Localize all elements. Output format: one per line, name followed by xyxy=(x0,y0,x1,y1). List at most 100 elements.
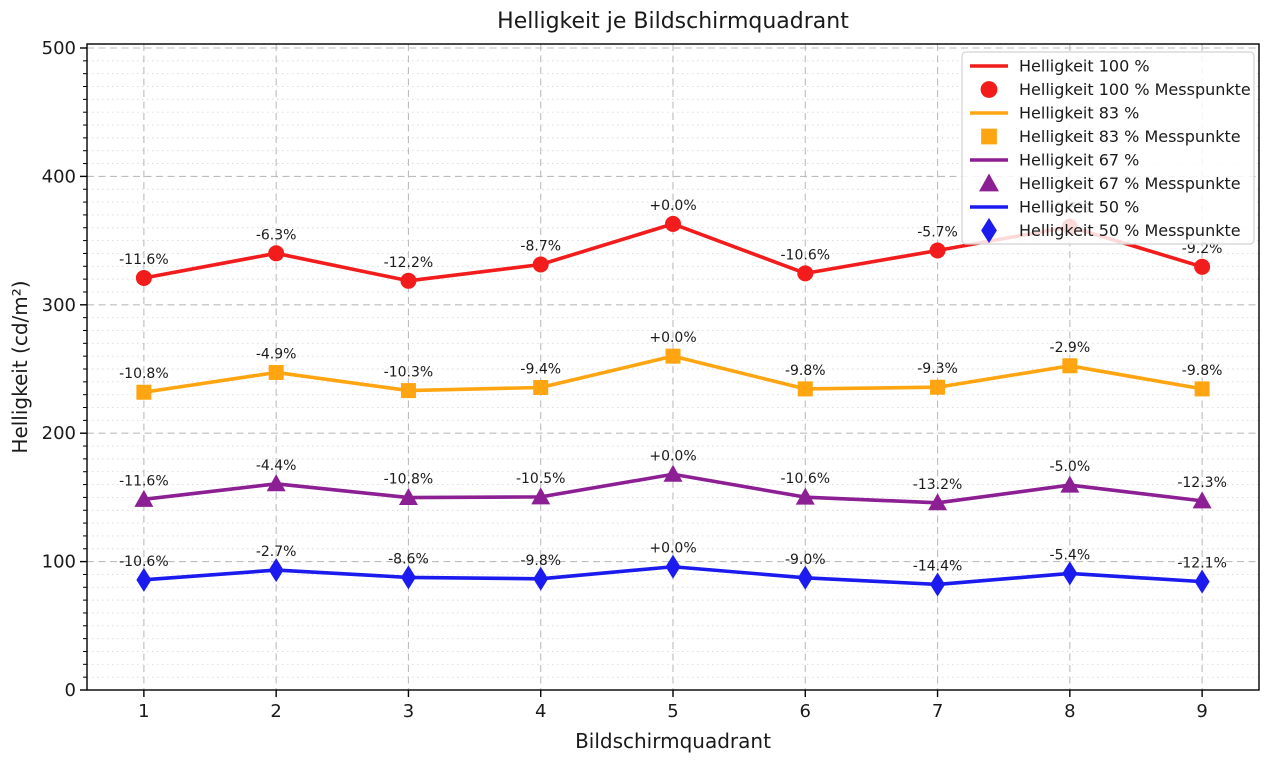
point-value-label: -10.8% xyxy=(384,472,434,488)
point-value-label: -8.6% xyxy=(388,551,429,567)
point-value-label: +0.0% xyxy=(649,330,696,346)
legend-label: Helligkeit 83 % Messpunkte xyxy=(1019,127,1241,146)
legend-label: Helligkeit 67 % Messpunkte xyxy=(1019,174,1241,193)
x-tick-label: 8 xyxy=(1064,701,1075,722)
point-value-label: -5.7% xyxy=(917,224,958,240)
legend-label: Helligkeit 50 % Messpunkte xyxy=(1019,221,1241,240)
data-point-marker xyxy=(136,567,152,592)
point-value-label: -12.1% xyxy=(1177,556,1227,572)
data-point-marker xyxy=(665,348,681,364)
data-point-marker xyxy=(980,81,998,98)
x-tick-label: 1 xyxy=(138,701,149,722)
x-tick-label: 4 xyxy=(535,701,546,722)
legend-label: Helligkeit 50 % xyxy=(1019,198,1139,217)
data-point-marker xyxy=(1192,491,1212,509)
legend-label: Helligkeit 83 % xyxy=(1019,104,1139,123)
x-tick-label: 7 xyxy=(932,701,943,722)
point-value-label: -9.4% xyxy=(520,361,561,377)
data-point-marker xyxy=(979,173,999,192)
series-group-3: -10.6% -2.7% -8.6% -9.8% +0.0% -9.0% -14.4% -5.… xyxy=(119,541,1227,597)
data-point-marker xyxy=(1194,258,1211,275)
point-value-label: -5.4% xyxy=(1050,547,1091,563)
point-value-label: -14.4% xyxy=(913,558,963,574)
series-group-0: -11.6%-6.3%-12.2%-8.7%+0.0%-10.6%-5.7%-0… xyxy=(119,198,1222,289)
y-tick-label: 400 xyxy=(42,166,76,187)
point-value-label: -8.7% xyxy=(520,238,561,254)
data-point-marker xyxy=(1062,358,1078,374)
series-group-2: -11.6% -4.4% -10.8% -10.5% +0.0% -10.6% -13.2%… xyxy=(119,448,1227,511)
data-point-marker xyxy=(665,215,681,232)
data-point-marker xyxy=(797,381,813,397)
legend-label: Helligkeit 100 % Messpunkte xyxy=(1019,80,1251,99)
y-tick-label: 500 xyxy=(42,38,76,59)
x-tick-label: 2 xyxy=(270,701,281,722)
data-point-marker xyxy=(797,565,813,590)
legend-layer: Helligkeit 100 % Helligkeit 100 % Messpun… xyxy=(961,51,1255,245)
point-value-label: -2.7% xyxy=(256,544,297,560)
data-point-marker xyxy=(533,379,549,395)
point-value-label: -9.2% xyxy=(1182,241,1223,257)
grid-layer xyxy=(87,44,1259,690)
point-value-label: -9.8% xyxy=(520,553,561,569)
axes-layer: 0 100 200 300 400 500 1 2 3 4 5 6 7 8 9 xyxy=(42,38,1260,722)
data-point-marker xyxy=(398,488,418,506)
point-value-label: -10.6% xyxy=(781,471,831,487)
point-value-label: +0.0% xyxy=(649,541,696,557)
point-value-label: -10.6% xyxy=(119,554,169,570)
x-axis-title: Bildschirmquadrant xyxy=(575,729,771,753)
data-point-marker xyxy=(268,245,285,262)
data-point-marker xyxy=(1194,381,1210,397)
data-point-marker xyxy=(981,217,997,244)
data-point-marker xyxy=(795,487,815,505)
series-group-1: -10.8% -4.9% -10.3% -9.4% +0.0% -9.8% -9.3% -2.… xyxy=(119,330,1222,400)
point-value-label: +0.0% xyxy=(649,448,696,464)
x-tick-label: 6 xyxy=(800,701,811,722)
point-value-label: -9.8% xyxy=(1182,363,1223,379)
legend-label: Helligkeit 100 % xyxy=(1019,57,1150,76)
point-value-label: -9.8% xyxy=(785,363,826,379)
data-point-marker xyxy=(665,554,681,579)
series-layer: -11.6%-6.3%-12.2%-8.7%+0.0%-10.6%-5.7%-0… xyxy=(119,198,1227,597)
point-value-label: +0.0% xyxy=(649,198,696,214)
point-value-label: -10.3% xyxy=(384,365,434,381)
legend-box xyxy=(961,51,1255,245)
y-tick-label: 200 xyxy=(42,423,76,444)
legend-label: Helligkeit 67 % xyxy=(1019,151,1139,170)
x-tick-label: 3 xyxy=(403,701,414,722)
x-tick-label: 5 xyxy=(667,701,678,722)
data-point-marker xyxy=(134,489,154,507)
data-point-marker xyxy=(268,364,284,380)
y-tick-label: 300 xyxy=(42,295,76,316)
point-value-label: -6.3% xyxy=(256,227,297,243)
data-point-marker xyxy=(135,269,152,286)
point-value-label: -5.0% xyxy=(1050,459,1091,475)
data-point-marker xyxy=(400,565,416,590)
data-point-marker xyxy=(532,256,549,273)
data-point-marker xyxy=(929,242,946,259)
data-point-marker xyxy=(533,566,549,591)
point-value-label: -4.9% xyxy=(256,346,297,362)
y-tick-label: 0 xyxy=(65,680,76,701)
x-tick-label: 9 xyxy=(1196,701,1207,722)
point-value-label: -10.8% xyxy=(119,366,169,382)
point-value-label: -13.2% xyxy=(913,477,963,493)
point-value-label: -11.6% xyxy=(119,473,169,489)
point-value-label: -9.0% xyxy=(785,552,826,568)
point-value-label: -11.6% xyxy=(119,252,169,268)
data-point-marker xyxy=(1060,475,1080,493)
data-point-marker xyxy=(797,265,814,282)
y-tick-label: 100 xyxy=(42,552,76,573)
data-point-marker xyxy=(266,474,286,492)
data-point-marker xyxy=(136,384,152,400)
data-point-marker xyxy=(663,464,683,482)
point-value-label: -10.6% xyxy=(781,247,831,263)
point-value-label: -12.3% xyxy=(1177,475,1227,491)
data-point-marker xyxy=(400,272,417,289)
data-point-marker xyxy=(981,128,997,145)
data-point-marker xyxy=(930,572,946,597)
data-point-marker xyxy=(400,383,416,399)
data-point-marker xyxy=(268,558,284,583)
data-point-marker xyxy=(531,487,551,505)
